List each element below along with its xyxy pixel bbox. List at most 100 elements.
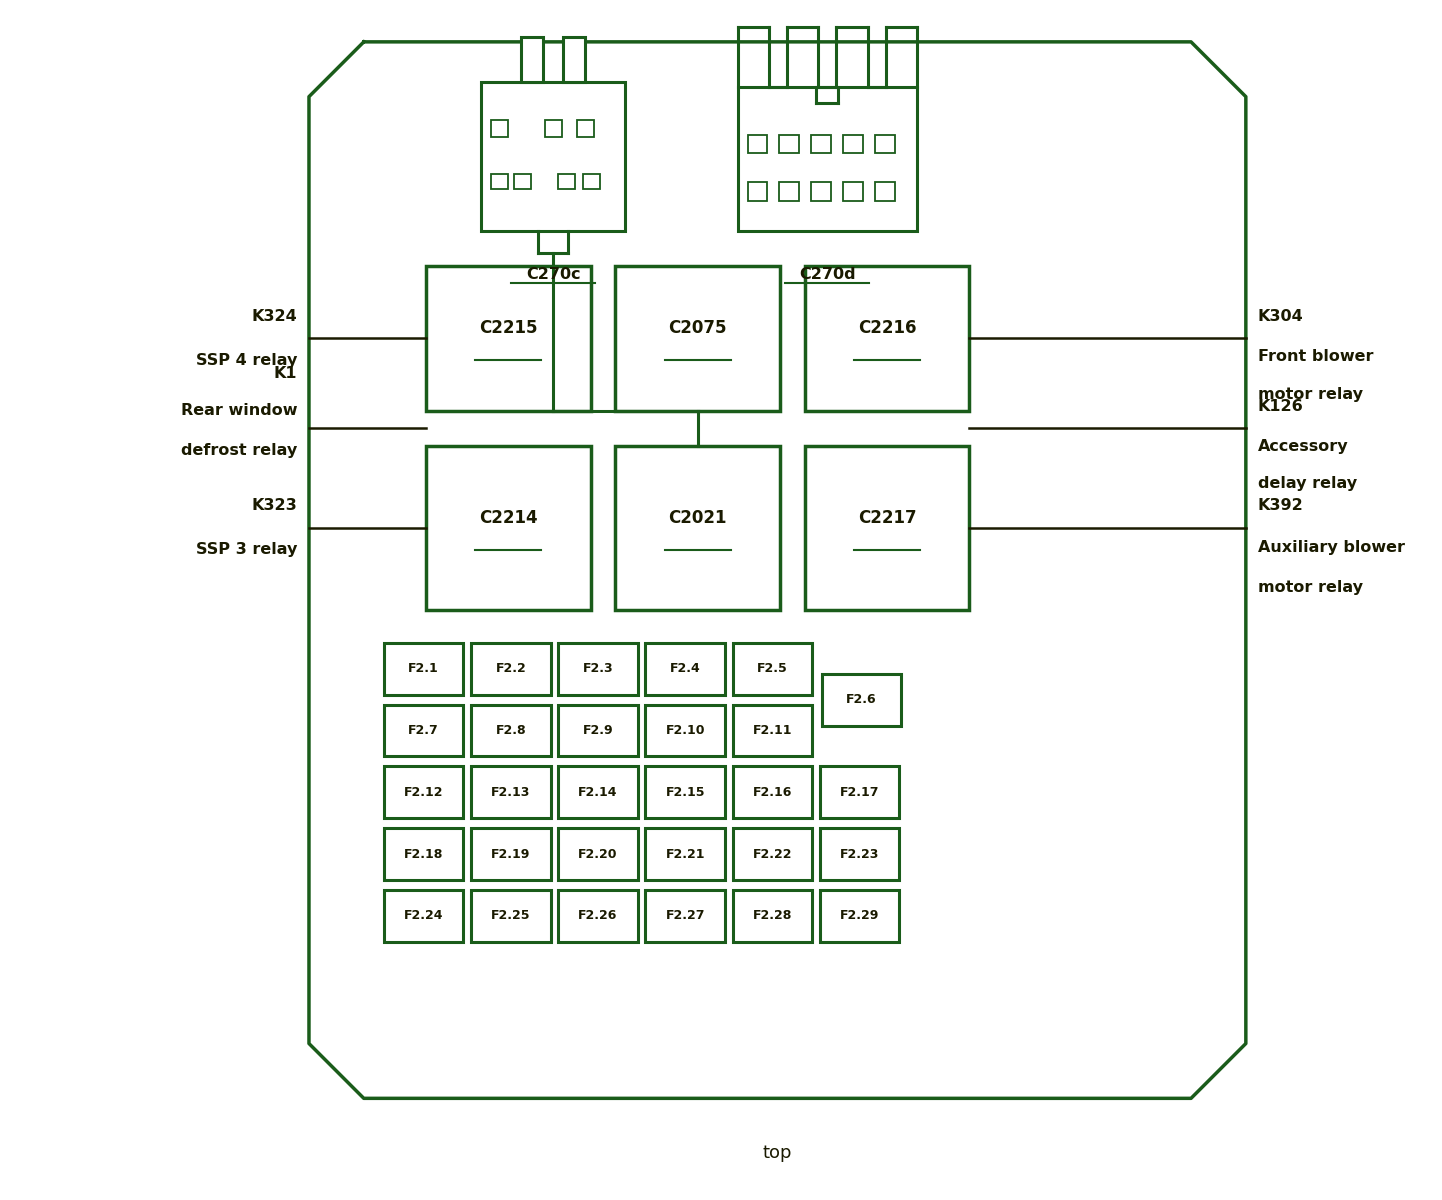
Text: K324: K324 (251, 308, 297, 324)
Bar (492, 174, 508, 190)
Bar (844, 134, 864, 154)
Text: Rear window: Rear window (180, 403, 297, 418)
Text: F2.22: F2.22 (753, 847, 792, 860)
Text: F2.25: F2.25 (492, 910, 531, 923)
Bar (425, 266, 591, 410)
Bar (819, 890, 900, 942)
Text: F2.5: F2.5 (757, 662, 787, 676)
Bar (577, 120, 594, 137)
Bar (646, 890, 725, 942)
Bar (492, 120, 508, 137)
Bar (583, 174, 600, 190)
Text: F2.1: F2.1 (408, 662, 438, 676)
Bar (558, 828, 637, 880)
Bar (472, 704, 551, 756)
Bar (844, 182, 864, 202)
Text: F2.16: F2.16 (753, 786, 792, 799)
Text: K323: K323 (251, 498, 297, 514)
Text: motor relay: motor relay (1257, 386, 1363, 402)
Bar (482, 82, 624, 232)
Text: C270d: C270d (799, 268, 855, 282)
Bar (646, 643, 725, 695)
Text: F2.17: F2.17 (839, 786, 880, 799)
Text: F2.10: F2.10 (665, 724, 705, 737)
Text: F2.28: F2.28 (753, 910, 792, 923)
Bar (545, 120, 562, 137)
Text: F2.24: F2.24 (404, 910, 443, 923)
Text: F2.8: F2.8 (496, 724, 526, 737)
Text: K304: K304 (1257, 308, 1304, 324)
Text: delay relay: delay relay (1257, 476, 1357, 491)
Text: F2.20: F2.20 (578, 847, 617, 860)
Bar (384, 828, 463, 880)
Bar (875, 134, 895, 154)
Bar (779, 134, 799, 154)
Bar (384, 704, 463, 756)
Text: top: top (763, 1144, 792, 1162)
Bar (472, 828, 551, 880)
Bar (558, 890, 637, 942)
Text: defrost relay: defrost relay (180, 443, 297, 457)
Bar (875, 182, 895, 202)
Text: C2021: C2021 (669, 509, 727, 527)
Text: F2.23: F2.23 (839, 847, 880, 860)
Bar (812, 134, 831, 154)
Text: Accessory: Accessory (1257, 438, 1348, 454)
Bar (616, 266, 780, 410)
Bar (733, 643, 812, 695)
Bar (425, 445, 591, 610)
Text: F2.9: F2.9 (583, 724, 613, 737)
Text: K1: K1 (274, 366, 297, 380)
Text: F2.18: F2.18 (404, 847, 443, 860)
Bar (564, 37, 585, 82)
Text: F2.15: F2.15 (665, 786, 705, 799)
Bar (521, 37, 544, 82)
Text: F2.29: F2.29 (839, 910, 880, 923)
Text: C270c: C270c (526, 268, 581, 282)
Bar (747, 182, 767, 202)
Text: F2.4: F2.4 (671, 662, 701, 676)
Bar (805, 266, 969, 410)
Text: F2.11: F2.11 (753, 724, 792, 737)
Bar (472, 767, 551, 818)
Text: K392: K392 (1257, 498, 1304, 514)
Text: F2.27: F2.27 (665, 910, 705, 923)
Text: F2.3: F2.3 (583, 662, 613, 676)
Bar (646, 767, 725, 818)
Text: SSP 4 relay: SSP 4 relay (196, 353, 297, 367)
Text: F2.21: F2.21 (665, 847, 705, 860)
Text: C2216: C2216 (858, 319, 916, 337)
Bar (733, 828, 812, 880)
Bar (558, 643, 637, 695)
Text: C2217: C2217 (858, 509, 916, 527)
Text: C2215: C2215 (479, 319, 538, 337)
Text: F2.26: F2.26 (578, 910, 617, 923)
Bar (384, 643, 463, 695)
Bar (819, 767, 900, 818)
Text: F2.7: F2.7 (408, 724, 438, 737)
Bar (384, 767, 463, 818)
Text: F2.12: F2.12 (404, 786, 443, 799)
Bar (737, 86, 917, 232)
Text: Auxiliary blower: Auxiliary blower (1257, 540, 1405, 556)
Bar (779, 182, 799, 202)
Bar (472, 890, 551, 942)
Text: F2.2: F2.2 (496, 662, 526, 676)
Text: F2.13: F2.13 (492, 786, 531, 799)
Text: Front blower: Front blower (1257, 349, 1373, 364)
Bar (646, 704, 725, 756)
Bar (805, 445, 969, 610)
Bar (812, 182, 831, 202)
Bar (646, 828, 725, 880)
Text: K126: K126 (1257, 398, 1304, 414)
Bar (515, 174, 531, 190)
Bar (733, 890, 812, 942)
Bar (733, 767, 812, 818)
Bar (819, 828, 900, 880)
Text: SSP 3 relay: SSP 3 relay (196, 542, 297, 557)
Text: motor relay: motor relay (1257, 580, 1363, 595)
Text: F2.19: F2.19 (492, 847, 531, 860)
Bar (384, 890, 463, 942)
Bar (822, 673, 901, 726)
Bar (733, 704, 812, 756)
